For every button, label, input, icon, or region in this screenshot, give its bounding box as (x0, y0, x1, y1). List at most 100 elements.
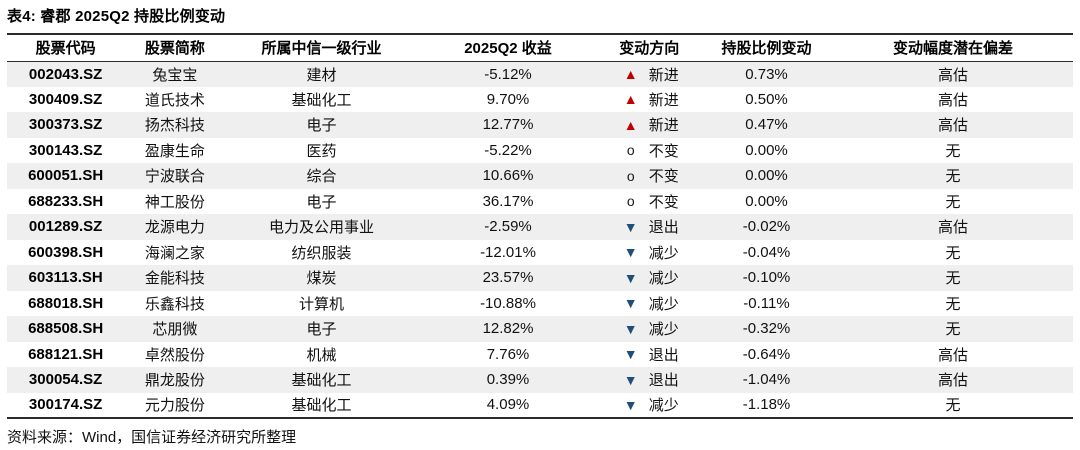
stock-name-cell: 宁波联合 (144, 168, 205, 186)
table-row: 600051.SH 宁波联合 综合 10.66% o 不变 0.00% 无 (7, 163, 1073, 189)
source-note: 资料来源：Wind，国信证券经济研究所整理 (7, 429, 297, 446)
col-header-stock-name: 股票简称 (144, 40, 205, 58)
table-row: 300373.SZ 扬杰科技 电子 12.77% ▲ 新进 0.47% 高估 (7, 112, 1073, 138)
stock-name-cell: 芯朋微 (152, 321, 198, 339)
stock-code-cell: 300373.SZ (28, 116, 103, 134)
holding-change-cell: 0.00% (745, 141, 788, 159)
triangle-down-icon: ▼ (623, 396, 638, 413)
stock-code-cell: 688508.SH (28, 320, 104, 338)
stock-name-cell: 卓然股份 (144, 346, 205, 364)
table-row: 300409.SZ 道氏技术 基础化工 9.70% ▲ 新进 0.50% 高估 (7, 87, 1073, 113)
table-row: 603113.SH 金能科技 煤炭 23.57% ▼ 减少 -0.10% 无 (7, 265, 1073, 291)
industry-cell: 机械 (306, 346, 337, 364)
stock-name-cell: 兔宝宝 (152, 66, 198, 84)
direction-cell: ▼ 退出 (599, 367, 700, 393)
potential-bias-cell: 高估 (938, 372, 969, 390)
direction-label: 不变 (648, 142, 679, 160)
holding-change-cell: -0.10% (742, 269, 791, 287)
triangle-down-icon: ▼ (623, 320, 638, 337)
holdings-change-table: 股票代码 股票简称 所属中信一级行业 2025Q2 收益 变动方向 持股比例变动… (7, 33, 1073, 419)
stock-name-cell: 盈康生命 (144, 142, 205, 160)
q2-return-cell: 12.82% (482, 320, 534, 338)
direction-cell: ▼ 减少 (599, 265, 700, 291)
holding-change-cell: -1.04% (742, 371, 791, 389)
stock-code-cell: 688121.SH (28, 345, 104, 363)
potential-bias-cell: 高估 (938, 117, 969, 135)
triangle-down-icon: ▼ (623, 269, 638, 286)
direction-label: 减少 (648, 397, 679, 415)
stock-name-cell: 神工股份 (144, 193, 205, 211)
col-header-industry: 所属中信一级行业 (261, 40, 382, 58)
table-row: 002043.SZ 兔宝宝 建材 -5.12% ▲ 新进 0.73% 高估 (7, 61, 1073, 87)
stock-code-cell: 001289.SZ (28, 218, 103, 236)
q2-return-cell: -12.01% (480, 243, 536, 261)
holding-change-cell: -1.18% (742, 396, 791, 414)
holding-change-cell: 0.00% (745, 192, 788, 210)
direction-cell: o 不变 (599, 189, 700, 215)
q2-return-cell: 9.70% (486, 90, 530, 108)
q2-return-cell: -10.88% (480, 294, 536, 312)
table-title: 表4: 睿郡 2025Q2 持股比例变动 (7, 8, 226, 25)
industry-cell: 医药 (306, 142, 337, 160)
q2-return-cell: 23.57% (482, 269, 534, 287)
direction-cell: ▲ 新进 (599, 112, 700, 138)
direction-label: 不变 (648, 193, 679, 211)
q2-return-cell: 36.17% (482, 192, 534, 210)
table-row: 688121.SH 卓然股份 机械 7.76% ▼ 退出 -0.64% 高估 (7, 342, 1073, 368)
q2-return-cell: 10.66% (482, 167, 534, 185)
potential-bias-cell: 高估 (938, 66, 969, 84)
stock-code-cell: 603113.SH (28, 269, 103, 287)
direction-cell: o 不变 (599, 138, 700, 164)
holding-change-cell: -0.64% (742, 345, 791, 363)
col-header-q2-return: 2025Q2 收益 (464, 40, 552, 58)
direction-label: 减少 (648, 244, 679, 262)
triangle-up-icon: ▲ (623, 116, 638, 133)
potential-bias-cell: 高估 (938, 219, 969, 237)
stock-name-cell: 扬杰科技 (144, 117, 205, 135)
holding-change-cell: 0.73% (745, 65, 788, 83)
table-body: 002043.SZ 兔宝宝 建材 -5.12% ▲ 新进 0.73% 高估 300409.SZ 道… (7, 61, 1073, 418)
col-header-holding-change: 持股比例变动 (721, 40, 812, 58)
industry-cell: 建材 (306, 66, 337, 84)
industry-cell: 计算机 (298, 295, 344, 313)
stock-code-cell: 600051.SH (28, 167, 104, 185)
stock-name-cell: 乐鑫科技 (144, 295, 205, 313)
holding-change-cell: -0.04% (742, 243, 791, 261)
industry-cell: 纺织服装 (291, 244, 352, 262)
potential-bias-cell: 无 (945, 142, 961, 160)
industry-cell: 电子 (306, 117, 337, 135)
table-row: 001289.SZ 龙源电力 电力及公用事业 -2.59% ▼ 退出 -0.02% 高估 (7, 214, 1073, 240)
holding-change-cell: -0.32% (742, 320, 791, 338)
potential-bias-cell: 无 (945, 397, 961, 415)
potential-bias-cell: 无 (945, 244, 961, 262)
holding-change-cell: 0.00% (745, 167, 788, 185)
industry-cell: 综合 (306, 168, 337, 186)
potential-bias-cell: 无 (945, 295, 961, 313)
q2-return-cell: -2.59% (484, 218, 532, 236)
triangle-up-icon: ▲ (623, 66, 638, 82)
holding-change-cell: 0.50% (745, 90, 788, 108)
stock-code-cell: 300174.SZ (28, 396, 103, 414)
direction-cell: ▼ 减少 (599, 316, 700, 342)
stock-code-cell: 002043.SZ (28, 65, 103, 83)
q2-return-cell: -5.12% (484, 65, 532, 83)
holding-change-cell: -0.02% (742, 218, 791, 236)
direction-label: 新进 (648, 66, 679, 84)
potential-bias-cell: 无 (945, 168, 961, 186)
stock-name-cell: 海澜之家 (144, 244, 205, 262)
direction-cell: ▼ 减少 (599, 240, 700, 266)
direction-label: 新进 (648, 117, 679, 135)
q2-return-cell: 0.39% (486, 371, 530, 389)
industry-cell: 基础化工 (291, 397, 352, 415)
industry-cell: 基础化工 (291, 372, 352, 390)
stock-code-cell: 688018.SH (28, 294, 104, 312)
holding-change-cell: -0.11% (743, 294, 790, 312)
industry-cell: 电力及公用事业 (268, 219, 374, 237)
industry-cell: 基础化工 (291, 91, 352, 109)
potential-bias-cell: 无 (945, 193, 961, 211)
direction-label: 减少 (648, 270, 679, 288)
triangle-down-icon: ▼ (623, 371, 638, 388)
direction-cell: ▼ 退出 (599, 214, 700, 240)
triangle-down-icon: ▼ (623, 244, 638, 261)
